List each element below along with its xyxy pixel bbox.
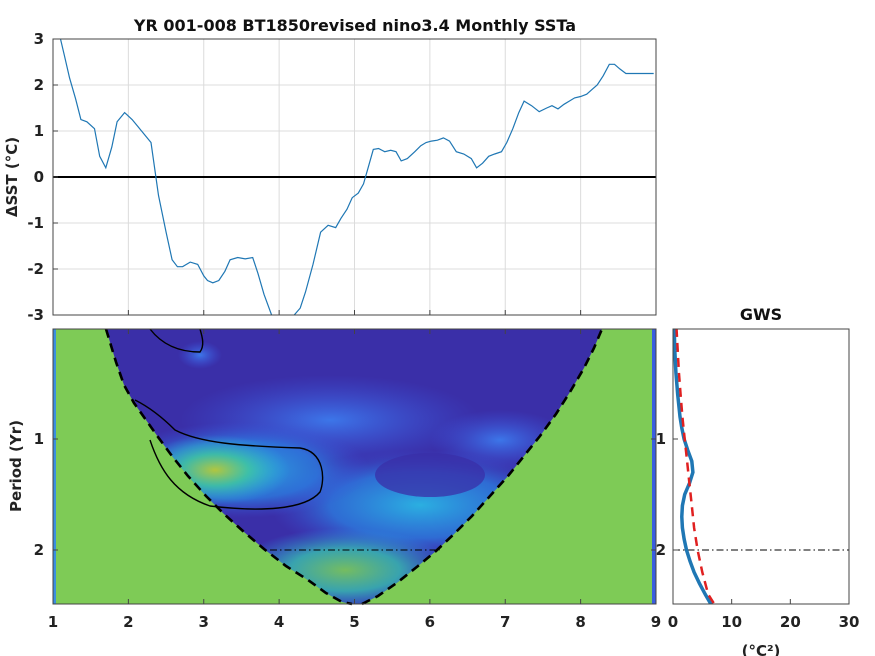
sst-anomaly-series-line bbox=[59, 39, 654, 315]
wavelet-x-tick-label: 3 bbox=[199, 613, 209, 631]
significance-contour-upper bbox=[149, 328, 204, 353]
timeseries-y-ticks: 3 2 1 0 -1 -2 -3 bbox=[27, 30, 58, 324]
timeseries-title: YR 001-008 BT1850revised nino3.4 Monthly… bbox=[133, 16, 576, 35]
gws-x-tick-label: 30 bbox=[839, 613, 860, 631]
wavelet-x-ticks: 1 2 3 4 5 6 7 8 9 bbox=[48, 329, 661, 631]
gws-x-tick-label: 0 bbox=[668, 613, 678, 631]
wavelet-x-tick-label: 4 bbox=[274, 613, 284, 631]
timeseries-axes: 3 2 1 0 -1 -2 -3 bbox=[27, 30, 657, 324]
wavelet-x-tick-label: 6 bbox=[425, 613, 435, 631]
gws-significance-line bbox=[675, 329, 716, 604]
gws-x-tick-label: 20 bbox=[780, 613, 801, 631]
wavelet-x-tick-label: 8 bbox=[575, 613, 585, 631]
wavelet-x-tick-label: 7 bbox=[500, 613, 510, 631]
gws-x-label: (°C²) bbox=[742, 642, 781, 656]
gws-series bbox=[673, 329, 716, 604]
timeseries-x-ticks bbox=[52, 310, 657, 315]
gws-frame bbox=[672, 328, 850, 605]
significance-contour-main bbox=[134, 399, 324, 510]
wavelet-y-tick-label: 1 bbox=[34, 430, 44, 448]
wavelet-y-tick-label: 2 bbox=[34, 541, 44, 559]
wavelet-left-edge-strip bbox=[53, 329, 56, 604]
cone-of-influence-right bbox=[361, 328, 604, 606]
gws-y-tick-label: 2 bbox=[656, 541, 666, 559]
gws-axes: 12 0 10 20 30 bbox=[656, 328, 860, 631]
wavelet-right-edge-strip bbox=[652, 329, 656, 604]
gws-title: GWS bbox=[740, 305, 782, 324]
timeseries-y-label: ΔSST (°C) bbox=[3, 137, 21, 217]
gws-y-tick-label: 1 bbox=[656, 430, 666, 448]
timeseries-y-tick-label: 0 bbox=[34, 168, 44, 186]
timeseries-y-tick-label: 2 bbox=[34, 76, 44, 94]
wavelet-x-tick-label: 1 bbox=[48, 613, 58, 631]
wavelet-dark-pocket bbox=[375, 453, 485, 497]
gws-plot-area bbox=[673, 329, 849, 604]
timeseries-y-tick-label: 1 bbox=[34, 122, 44, 140]
wavelet-x-tick-label: 2 bbox=[123, 613, 133, 631]
gws-x-ticks: 0 10 20 30 bbox=[668, 599, 860, 631]
timeseries-y-tick-label: 3 bbox=[34, 30, 44, 48]
wavelet-x-tick-label: 5 bbox=[349, 613, 359, 631]
timeseries-y-tick-label: -1 bbox=[27, 214, 44, 232]
wavelet-y-label: Period (Yr) bbox=[7, 420, 25, 512]
wavelet-y-ticks: 12 bbox=[34, 430, 656, 559]
wavelet-top-patch bbox=[178, 341, 222, 369]
gws-power-line bbox=[673, 329, 713, 604]
gws-y-ticks: 12 bbox=[656, 430, 678, 559]
cone-of-influence-left bbox=[104, 328, 353, 606]
wavelet-x-tick-label: 9 bbox=[651, 613, 661, 631]
gws-x-tick-label: 10 bbox=[721, 613, 742, 631]
timeseries-y-tick-label: -2 bbox=[27, 260, 44, 278]
timeseries-y-tick-label: -3 bbox=[27, 306, 44, 324]
